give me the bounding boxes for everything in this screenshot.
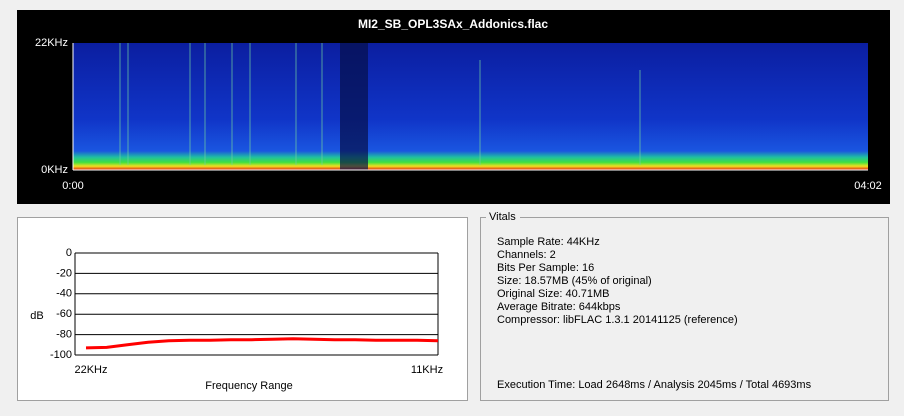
plot: 0 -20 -40 -60 -80 -100 xyxy=(50,247,439,361)
vital-line: Channels: 2 xyxy=(497,249,556,261)
y-tick-label: -60 xyxy=(56,308,72,320)
vital-line: Original Size: 40.71MB xyxy=(497,288,610,300)
vitals-groupbox xyxy=(480,217,889,401)
execution-time: Execution Time: Load 2648ms / Analysis 2… xyxy=(497,379,812,391)
vital-line: Average Bitrate: 644kbps xyxy=(497,301,621,313)
file-title: MI2_SB_OPL3SAx_Addonics.flac xyxy=(358,17,548,31)
groupbox-title-bg xyxy=(486,211,520,223)
y-tick-label: -80 xyxy=(56,329,72,341)
x-axis-label: Frequency Range xyxy=(205,380,292,392)
chart-panel xyxy=(17,217,468,401)
vitals-title: Vitals xyxy=(489,211,516,223)
time-label: 04:02 xyxy=(854,180,882,192)
vital-line: Compressor: libFLAC 1.3.1 20141125 (refe… xyxy=(497,314,738,326)
vital-line: Sample Rate: 44KHz xyxy=(497,236,600,248)
y-tick-label: 0 xyxy=(66,247,72,259)
time-label: 0:00 xyxy=(62,180,83,192)
spectrogram-streaks xyxy=(119,43,641,165)
y-tick-label: -40 xyxy=(56,288,72,300)
spectrogram-dark-band xyxy=(340,43,368,170)
vital-line: Bits Per Sample: 16 xyxy=(497,262,594,274)
y-axis-label: dB xyxy=(30,310,43,322)
y-tick-label: -100 xyxy=(50,349,72,361)
vital-line: Size: 18.57MB (45% of original) xyxy=(497,275,652,287)
db-line xyxy=(85,337,439,350)
freq-label: 0KHz xyxy=(41,164,68,176)
x-tick-label: 22KHz xyxy=(74,364,107,376)
spectrogram-image xyxy=(73,43,868,170)
y-tick-label: -20 xyxy=(56,267,72,279)
freq-label: 22KHz xyxy=(35,37,68,49)
x-tick-label: 11KHz xyxy=(411,364,443,376)
